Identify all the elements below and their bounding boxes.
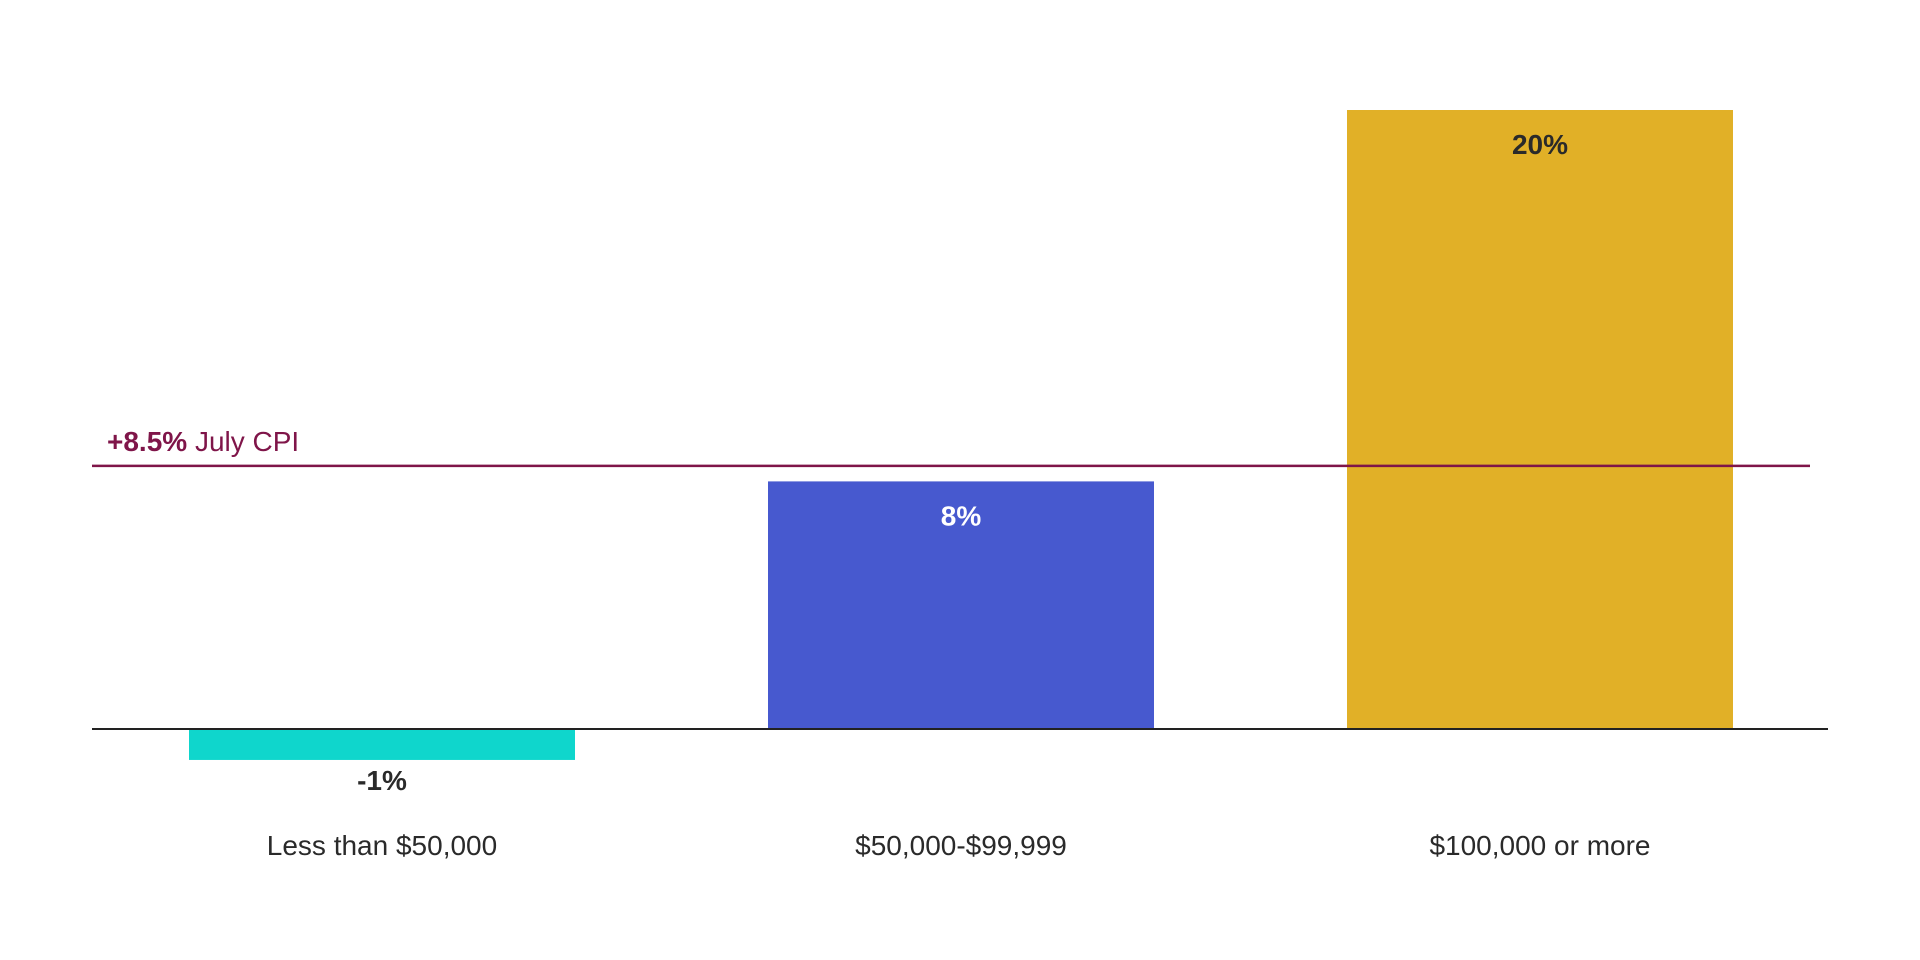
cpi-text: July CPI	[187, 426, 299, 457]
value-label: -1%	[357, 765, 407, 796]
cpi-reference-label: +8.5% July CPI	[107, 426, 299, 457]
bar	[189, 729, 575, 760]
category-label: $50,000-$99,999	[855, 830, 1067, 861]
category-label: $100,000 or more	[1429, 830, 1650, 861]
value-label: 8%	[941, 500, 982, 531]
cpi-value: +8.5%	[107, 426, 187, 457]
category-label: Less than $50,000	[267, 830, 497, 861]
bar	[768, 481, 1154, 729]
bar	[1347, 110, 1733, 729]
value-label: 20%	[1512, 129, 1568, 160]
